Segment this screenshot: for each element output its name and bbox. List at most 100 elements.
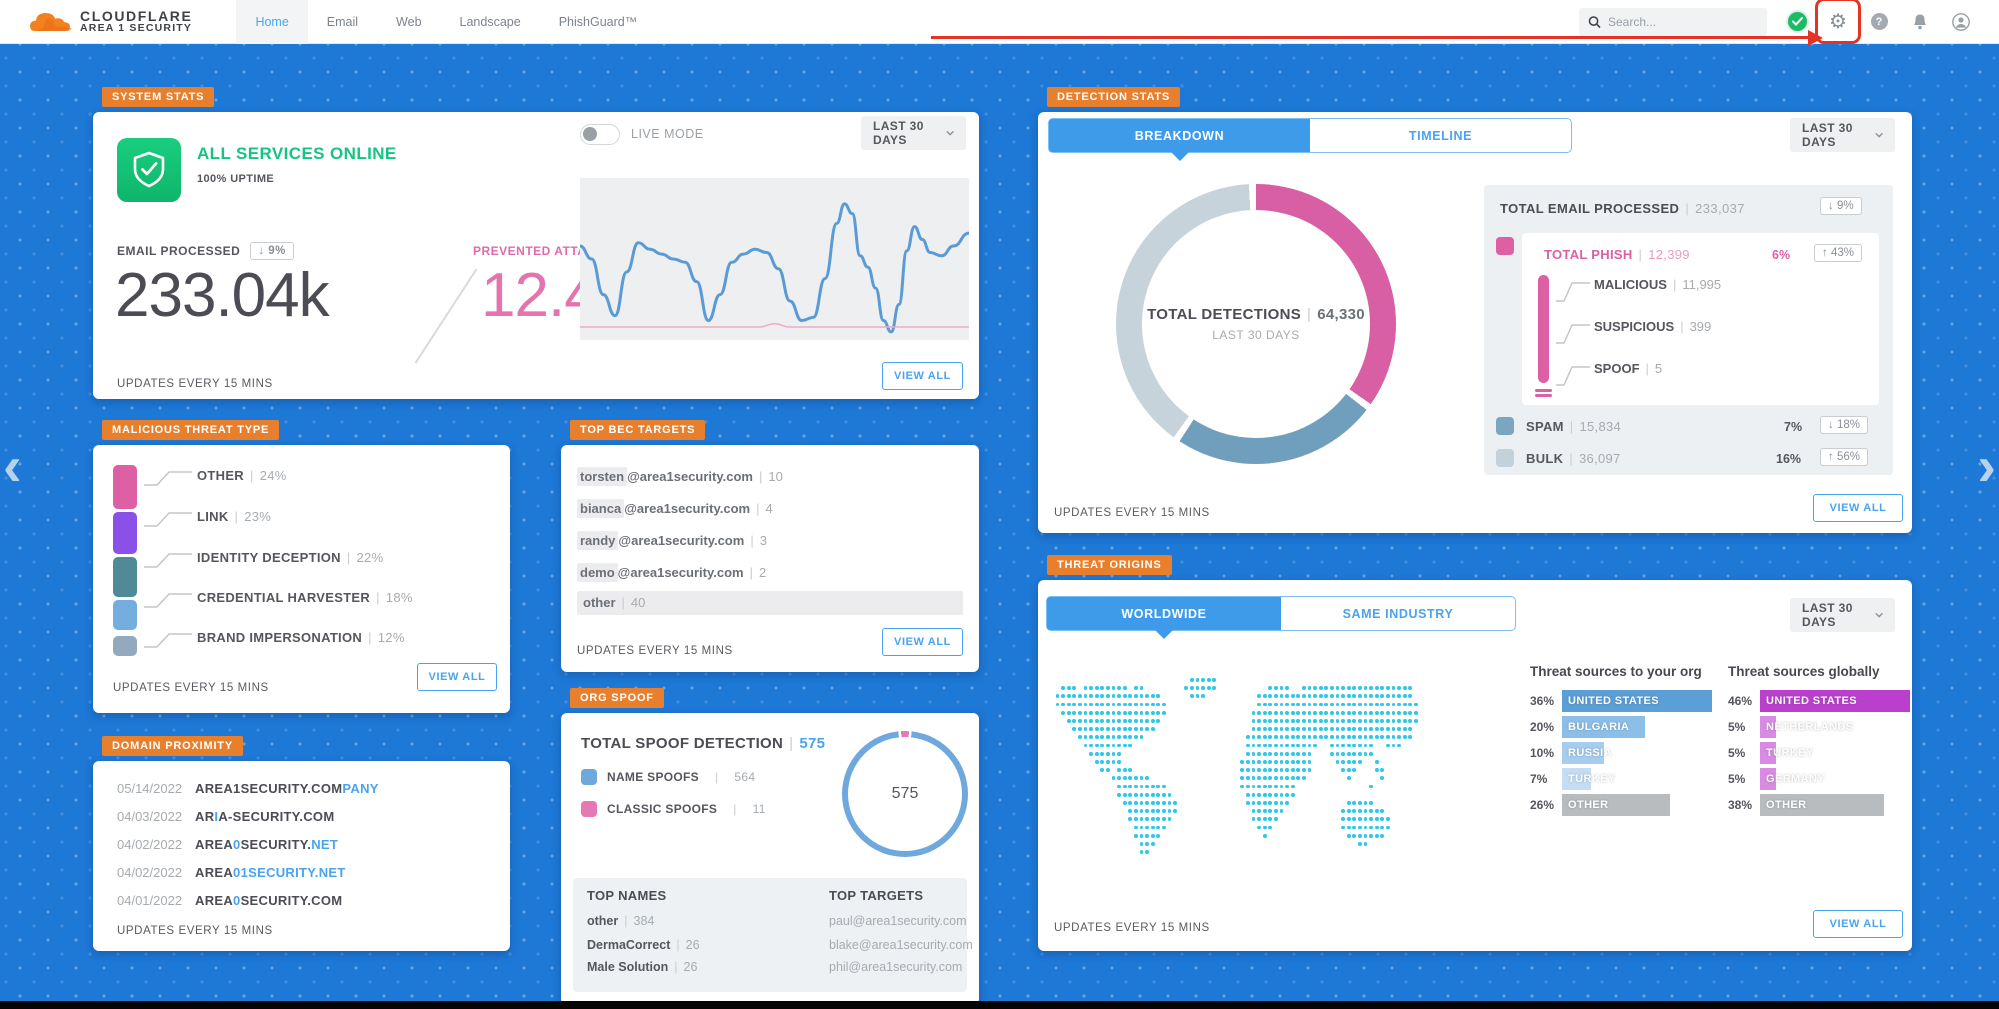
map-dot: [1139, 850, 1144, 854]
map-dot: [1346, 751, 1351, 756]
map-dot: [1358, 760, 1362, 764]
system-range-dropdown[interactable]: LAST 30 DAYS: [861, 116, 966, 150]
tab-breakdown[interactable]: BREAKDOWN: [1049, 119, 1310, 161]
bec-count: 10: [768, 469, 783, 484]
threat-source-pct: 7%: [1530, 772, 1548, 786]
map-dot: [1150, 702, 1155, 707]
map-dot: [1089, 735, 1093, 740]
map-dot: [1330, 735, 1334, 740]
map-dot: [1134, 686, 1138, 690]
map-dot: [1106, 719, 1110, 723]
map-dot: [1066, 694, 1071, 699]
threat-source-row: 5% GERMANY: [1728, 768, 1825, 790]
map-dot: [1296, 702, 1301, 707]
status-verified-badge[interactable]: [1785, 10, 1809, 34]
map-dot: [1262, 801, 1267, 805]
threat-source-bar: TURKEY: [1562, 768, 1615, 790]
map-dot: [1324, 702, 1329, 707]
map-dot: [1117, 792, 1121, 797]
map-dot: [1257, 825, 1261, 830]
map-dot: [1352, 686, 1357, 690]
carousel-prev-button[interactable]: ‹: [3, 434, 22, 497]
map-dot: [1307, 710, 1312, 715]
settings-button[interactable]: ⚙: [1815, 0, 1861, 44]
user-menu-button[interactable]: [1949, 10, 1973, 34]
map-dot: [1369, 743, 1373, 748]
map-dot: [1296, 743, 1301, 748]
map-dot: [1386, 825, 1390, 830]
brand-logo[interactable]: CLOUDFLARE AREA 1 SECURITY: [28, 6, 192, 38]
map-dot: [1363, 817, 1368, 822]
map-dot: [1352, 727, 1357, 731]
map-dot: [1257, 743, 1261, 748]
map-dot: [1279, 694, 1284, 699]
nav-item-email[interactable]: Email: [326, 14, 359, 29]
bec-view-all-button[interactable]: VIEW ALL: [882, 628, 963, 656]
check-shield-icon: [1785, 10, 1809, 33]
map-dot: [1285, 792, 1289, 797]
map-dot: [1352, 702, 1357, 707]
map-dot: [1251, 760, 1256, 764]
search-box[interactable]: [1579, 7, 1767, 36]
nav-item-web[interactable]: Web: [396, 14, 422, 29]
map-dot: [1352, 833, 1357, 838]
threat-type-row: CREDENTIAL HARVESTER | 18%: [197, 589, 413, 605]
map-dot: [1335, 702, 1340, 707]
chevron-down-icon: [1875, 132, 1883, 138]
map-dot: [1386, 702, 1390, 707]
map-dot: [1078, 719, 1082, 723]
domain-row: 04/02/2022 AREA0SECURITY.NET: [117, 837, 338, 857]
annotation-arrow-head: [1808, 29, 1823, 46]
tab-same-industry[interactable]: SAME INDUSTRY: [1281, 597, 1515, 630]
map-dot: [1380, 776, 1385, 781]
system-view-all-button[interactable]: VIEW ALL: [882, 362, 963, 390]
map-dot: [1341, 751, 1345, 756]
map-dot: [1128, 768, 1133, 772]
nav-item-phishguard[interactable]: PhishGuard™: [558, 14, 638, 29]
tab-timeline[interactable]: TIMELINE: [1310, 119, 1571, 152]
map-dot: [1296, 760, 1301, 764]
search-input[interactable]: [1608, 14, 1758, 29]
map-dot: [1262, 784, 1267, 789]
map-dot: [1330, 719, 1334, 723]
map-dot: [1408, 702, 1413, 707]
connector-line: [143, 629, 193, 653]
map-dot: [1302, 743, 1306, 748]
map-dot: [1262, 702, 1267, 707]
threat-source-row: 7% TURKEY: [1530, 768, 1615, 790]
map-dot: [1262, 825, 1267, 830]
help-button[interactable]: ?: [1867, 10, 1891, 34]
map-dot: [1094, 694, 1099, 699]
live-mode-toggle[interactable]: [580, 124, 620, 145]
map-dot: [1352, 817, 1357, 822]
map-dot: [1380, 735, 1385, 740]
map-dot: [1117, 751, 1121, 756]
map-dot: [1106, 743, 1110, 748]
map-dot: [1307, 751, 1312, 756]
map-dot: [1145, 792, 1149, 797]
map-dot: [1335, 735, 1340, 740]
threat-source-pct: 10%: [1530, 746, 1555, 760]
map-dot: [1307, 768, 1312, 772]
detection-view-all-button[interactable]: VIEW ALL: [1813, 494, 1903, 522]
nav-item-landscape[interactable]: Landscape: [459, 14, 521, 29]
map-dot: [1386, 710, 1390, 715]
map-dot: [1078, 727, 1082, 731]
map-dot: [1128, 776, 1133, 781]
map-dot: [1302, 686, 1306, 690]
threat-type-pct: 18%: [385, 589, 413, 605]
notifications-button[interactable]: [1908, 10, 1932, 34]
map-dot: [1402, 727, 1407, 731]
detection-range-dropdown[interactable]: LAST 30 DAYS: [1790, 118, 1895, 152]
threat-type-view-all-button[interactable]: VIEW ALL: [417, 663, 497, 691]
carousel-next-button[interactable]: ›: [1977, 434, 1996, 497]
map-dot: [1128, 784, 1133, 789]
map-dot: [1313, 727, 1317, 731]
map-dot: [1156, 833, 1161, 838]
nav-item-home[interactable]: Home: [236, 0, 308, 44]
origins-range-dropdown[interactable]: LAST 30 DAYS: [1790, 598, 1895, 632]
tab-worldwide[interactable]: WORLDWIDE: [1047, 597, 1281, 639]
origins-view-all-button[interactable]: VIEW ALL: [1813, 910, 1903, 938]
map-dot: [1307, 760, 1312, 764]
map-dot: [1324, 710, 1329, 715]
